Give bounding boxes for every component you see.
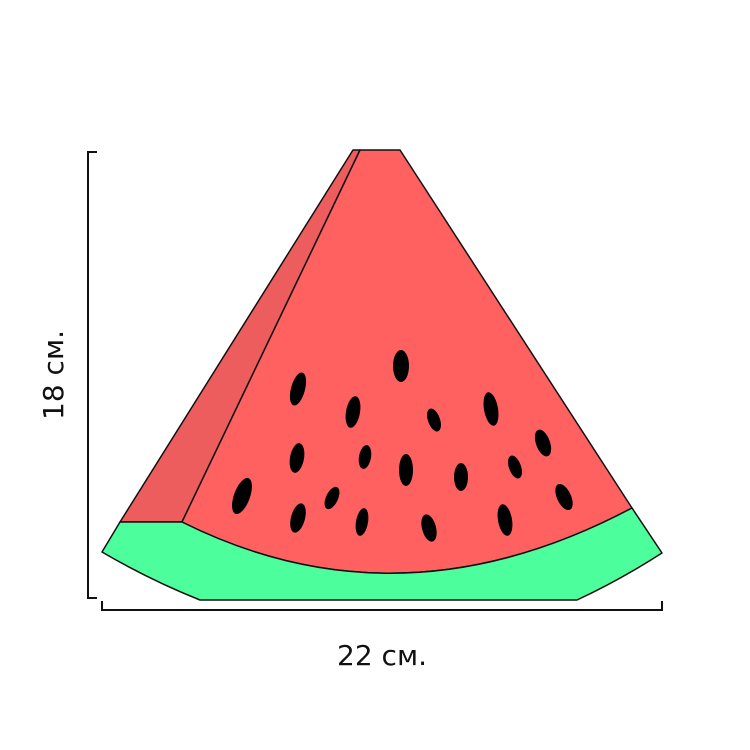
seed <box>483 392 499 426</box>
seed <box>399 454 413 486</box>
width-label: 22 см. <box>337 639 427 672</box>
seed <box>508 455 522 479</box>
width-line <box>101 601 663 611</box>
seed <box>555 483 573 511</box>
seed <box>358 445 372 469</box>
dimension-lines <box>87 151 663 611</box>
seed <box>427 408 441 432</box>
seed <box>454 463 468 491</box>
seed <box>355 508 369 536</box>
seed <box>497 504 513 536</box>
seed <box>289 443 305 473</box>
seed <box>421 514 437 542</box>
watermelon <box>101 149 663 601</box>
rind <box>101 507 663 601</box>
seeds <box>232 350 573 542</box>
seed <box>289 372 307 406</box>
seed <box>534 429 552 457</box>
seed <box>345 396 361 428</box>
seed <box>232 477 252 515</box>
seed <box>324 486 340 510</box>
seed <box>290 503 306 533</box>
height-label: 18 см. <box>37 330 70 420</box>
height-line <box>87 151 97 599</box>
seed <box>393 350 409 382</box>
